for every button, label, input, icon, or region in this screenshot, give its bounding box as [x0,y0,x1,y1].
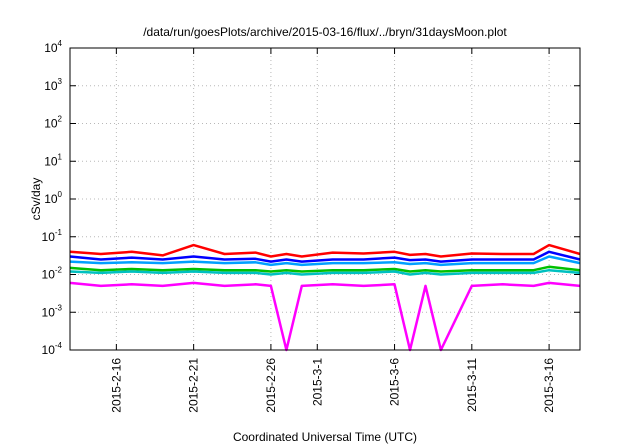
y-tick-base: 10 [42,268,56,282]
y-tick-base: 10 [44,41,58,55]
series-line-2 [69,250,581,263]
x-tick-label: 2015-3-11 [465,358,479,412]
y-tick-exponent: -4 [55,341,63,350]
y-tick-base: 10 [44,79,58,93]
y-tick-label: 100 [44,190,62,206]
y-axis-label: cSv/day [29,178,43,221]
y-tick-base: 10 [42,230,56,244]
x-tick-label: 2015-3-1 [310,358,324,406]
y-tick-exponent: 1 [58,152,63,161]
y-tick-exponent: -1 [55,228,63,237]
y-tick-label: 104 [44,39,62,55]
y-tick-exponent: -2 [55,266,63,275]
series-line-5 [69,268,581,276]
y-tick-exponent: 3 [58,77,63,86]
y-tick-base: 10 [44,154,58,168]
series-line-4 [69,265,581,273]
x-axis-label: Coordinated Universal Time (UTC) [233,430,417,444]
series-line-6 [69,281,581,352]
x-axis: 2015-2-16 2015-2-21 2015-2-26 2015-3-1 2015-… [109,48,556,413]
y-tick-label: 10-2 [42,266,63,282]
y-tick-label: 101 [44,152,62,168]
series-line-1 [69,243,581,258]
series-line-3 [69,255,581,267]
y-tick-exponent: 4 [58,39,63,48]
y-tick-exponent: 0 [58,190,63,199]
x-tick-label: 2015-3-6 [388,358,402,406]
y-tick-base: 10 [44,192,58,206]
x-tick-label: 2015-3-16 [542,358,556,413]
y-tick-base: 10 [42,305,56,319]
y-tick-base: 10 [42,343,56,357]
series-layer [69,243,581,352]
y-tick-label: 103 [44,77,62,93]
y-tick-label: 102 [44,115,62,131]
grid [70,48,580,350]
y-tick-label: 10-4 [42,341,63,357]
y-tick-exponent: -3 [55,303,63,312]
chart-title: /data/run/goesPlots/archive/2015-03-16/f… [143,25,507,39]
y-tick-exponent: 2 [58,115,63,124]
x-tick-label: 2015-2-16 [109,358,123,413]
x-tick-label: 2015-2-21 [187,358,201,413]
y-tick-label: 10-1 [42,228,63,244]
y-tick-label: 10-3 [42,303,63,319]
x-tick-label: 2015-2-26 [264,358,278,413]
y-tick-base: 10 [44,117,58,131]
